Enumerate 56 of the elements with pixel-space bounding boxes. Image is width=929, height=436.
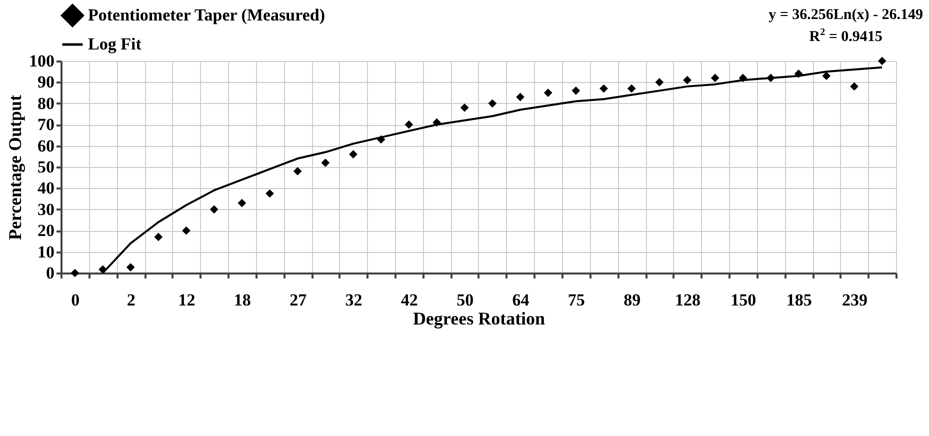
y-tick-label: 10 [38, 242, 54, 262]
legend-label: Log Fit [88, 34, 142, 54]
text: R$^{2}$ = 0.9415 [808, 26, 884, 47]
y-axis-title: Percentage Output [5, 94, 25, 240]
point [710, 74, 720, 82]
x-tick-label: 0 [71, 290, 80, 310]
x-tick-label: 128 [675, 290, 700, 310]
x-axis-title: Degrees Rotation [412, 308, 546, 328]
point [850, 82, 858, 91]
y-tick-label: 70 [38, 115, 54, 134]
point [293, 167, 302, 176]
point [126, 263, 135, 272]
y-tick-label: 60 [38, 136, 54, 156]
point [70, 268, 80, 278]
x-tick-label: 75 [568, 290, 585, 310]
text: y = 36.256Ln(x) - 26.149 [768, 6, 923, 25]
y-tick-label: 40 [38, 178, 54, 198]
point [266, 189, 274, 198]
point [655, 78, 664, 86]
point [321, 158, 330, 167]
x-tick-label: 239 [842, 290, 868, 310]
point [572, 86, 580, 95]
point [683, 76, 692, 84]
point [349, 150, 358, 158]
x-tick-label: 89 [624, 290, 641, 310]
point [210, 205, 218, 214]
point [238, 198, 246, 208]
x-tick-label: 27 [290, 290, 308, 310]
x-tick-label: 64 [512, 290, 530, 310]
point [516, 92, 524, 102]
y-tick-label: 80 [38, 94, 54, 113]
x-tick-label: 185 [786, 290, 812, 310]
point [182, 226, 190, 235]
x-tick-label: 32 [345, 290, 362, 310]
y-tick-label: 100 [29, 52, 54, 70]
y-tick-label: 20 [38, 221, 54, 240]
point [460, 103, 469, 112]
point [404, 120, 414, 129]
y-tick-label: 50 [38, 158, 54, 176]
y-tick-label: 0 [46, 264, 54, 282]
x-tick-label: 42 [400, 290, 418, 310]
x-tick-label: 50 [456, 290, 474, 310]
x-tick-label: 2 [126, 290, 136, 310]
x-tick-label: 18 [234, 290, 251, 310]
x-tick-label: 12 [178, 290, 196, 310]
point [600, 84, 608, 93]
point [154, 232, 163, 242]
y-tick-label: 30 [38, 200, 54, 219]
point [878, 56, 886, 66]
x-tick-label: 150 [730, 290, 756, 310]
y-tick-label: 90 [38, 72, 54, 92]
point [822, 72, 831, 80]
point [544, 88, 552, 97]
point [488, 99, 497, 108]
legend-label: Potentiometer Taper (Measured) [88, 6, 326, 24]
point [627, 84, 636, 93]
